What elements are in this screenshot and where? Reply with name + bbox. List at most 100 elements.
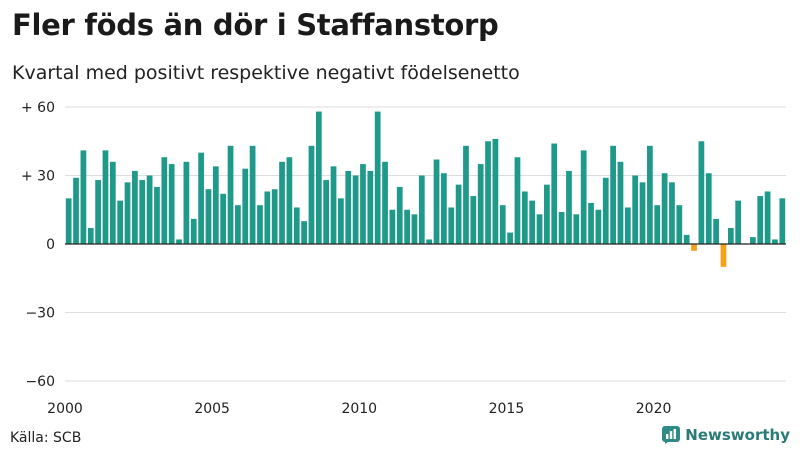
bar [352,175,359,244]
bar [396,186,403,244]
bar [293,207,300,244]
bar [301,221,307,244]
bar [720,244,727,267]
bar [411,214,418,244]
bar [146,175,153,244]
bar [389,209,396,244]
bar [80,150,87,244]
x-tick-label: 2015 [489,401,525,417]
x-tick-label: 2000 [47,401,83,417]
bar [463,145,469,244]
bar [264,191,271,244]
bar [514,157,521,244]
bar [455,184,462,244]
bar [735,200,742,244]
bar [338,198,344,244]
bar [521,191,528,244]
y-tick-label: −60 [25,374,55,390]
brand-logo: Newsworthy [662,426,790,444]
bar [669,182,675,244]
bar-chart-logo-icon [662,426,681,444]
bar [330,166,337,244]
bar [117,200,124,244]
source-label: Källa: SCB [10,430,82,446]
bar [573,214,580,244]
bar [95,180,101,244]
bar [713,218,719,244]
bar [698,141,705,244]
bar [507,232,513,244]
y-tick-label: + 60 [21,100,55,116]
bar [382,161,388,244]
y-tick-label: 0 [46,237,55,253]
bar [345,170,352,244]
bar [227,145,234,244]
bar [536,214,543,244]
bar [727,228,734,244]
bar [602,177,609,244]
bar [367,170,374,244]
bar [257,205,263,244]
bar [205,189,212,244]
bar [544,184,550,244]
bar [764,191,771,244]
bar [242,168,249,244]
bar [448,207,455,244]
bar [323,180,330,244]
bar [499,205,506,244]
x-tick-label: 2010 [341,401,377,417]
bar [551,143,558,244]
bar [558,212,565,244]
bar [139,180,146,244]
bar [492,138,499,244]
bar [566,170,572,244]
bar [249,145,256,244]
bar [220,193,227,244]
bar [235,205,241,244]
bar [374,111,381,244]
y-tick-label: −30 [25,306,55,322]
bar [271,189,278,244]
bar [624,207,631,244]
bar [168,164,175,244]
bar [132,170,138,244]
bar [647,145,653,244]
bar [683,234,690,244]
bar [190,218,197,244]
bar [73,177,79,244]
bar [279,161,285,244]
bar [212,166,219,244]
bar [610,145,616,244]
bar [705,173,712,244]
bar [102,150,109,244]
bar [772,239,778,244]
bar [617,161,624,244]
bar [676,205,683,244]
bar [176,239,182,244]
bar [529,200,536,244]
bar [485,141,491,244]
bar [109,161,116,244]
bar [661,173,668,244]
bar [639,182,646,244]
bar [757,196,764,244]
bar [595,209,602,244]
bar [477,164,484,244]
x-tick-label: 2005 [194,401,230,417]
bar [654,205,661,244]
bar [750,237,756,244]
bar [779,198,786,244]
bar [87,228,94,244]
bar [588,202,594,244]
bar [426,239,433,244]
bar [404,209,410,244]
bar [183,161,190,244]
bar [691,244,697,251]
chart-title: Fler föds än dör i Staffanstorp [12,8,499,42]
bar [418,175,425,244]
bar [124,182,131,244]
bar [470,196,477,244]
bar [65,198,72,244]
bar [580,150,587,244]
